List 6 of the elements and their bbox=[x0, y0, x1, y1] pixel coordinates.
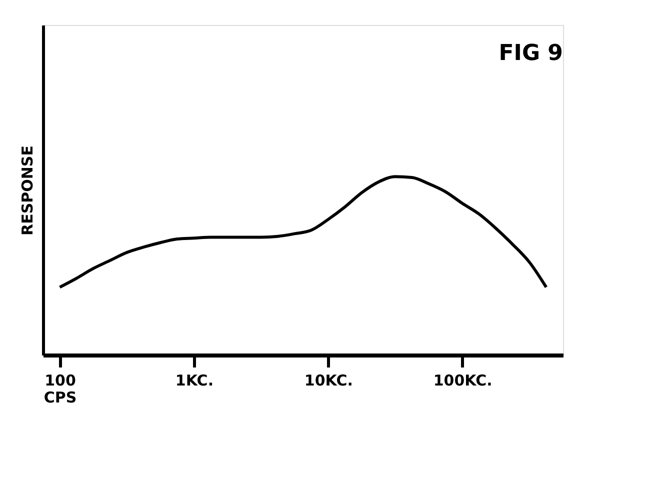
x-tick-label: 100KC. bbox=[433, 372, 492, 390]
y-axis-title: RESPONSE bbox=[18, 146, 36, 236]
x-tick-label: 10KC. bbox=[304, 372, 353, 390]
chart-title: FIG 9 bbox=[498, 41, 563, 66]
x-tick-label: 100 CPS bbox=[44, 372, 77, 406]
x-tick-label: 1KC. bbox=[175, 372, 214, 390]
